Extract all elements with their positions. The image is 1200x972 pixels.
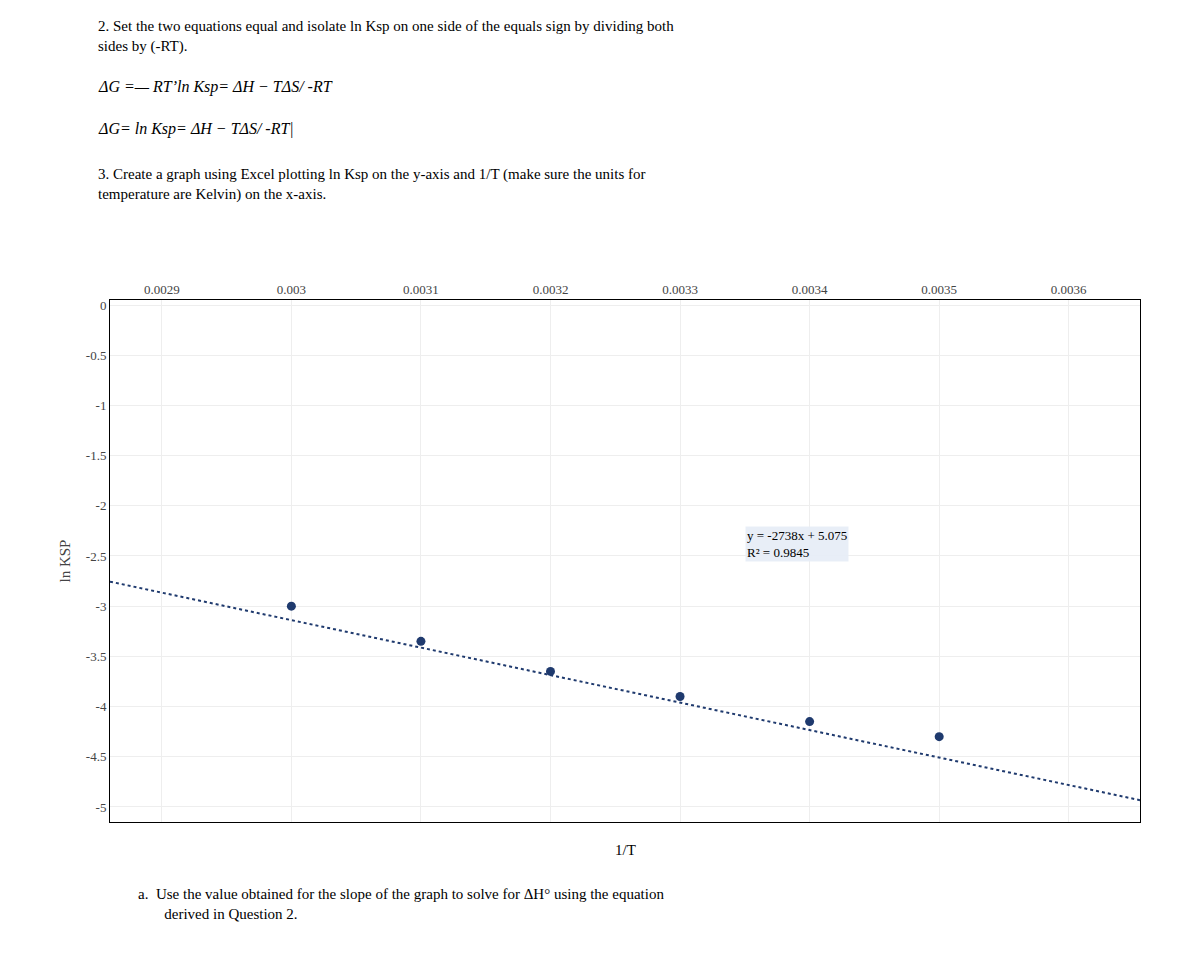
svg-text:-4.5: -4.5 [86, 749, 107, 764]
svg-text:-1: -1 [96, 398, 107, 413]
svg-text:0.003: 0.003 [277, 282, 306, 297]
svg-text:a. Use the value obtained for: a. Use the value obtained for the slope … [138, 886, 664, 922]
svg-text:-2.5: -2.5 [86, 549, 107, 564]
svg-text:0.0032: 0.0032 [533, 282, 569, 297]
svg-text:-5: -5 [96, 799, 107, 814]
svg-text:0.0029: 0.0029 [144, 282, 180, 297]
svg-text:0: 0 [100, 298, 107, 313]
svg-text:0.0035: 0.0035 [921, 282, 957, 297]
svg-text:0.0034: 0.0034 [792, 282, 828, 297]
svg-text:2. Set the two equations equal: 2. Set the two equations equal and isola… [98, 18, 674, 55]
svg-text:3. Create a graph using Excel: 3. Create a graph using Excel plotting l… [98, 166, 646, 203]
svg-text:ΔG =— RT’ln Ksp= ΔH − TΔS/ -RT: ΔG =— RT’ln Ksp= ΔH − TΔS/ -RT [98, 78, 333, 96]
svg-text:0.0036: 0.0036 [1051, 282, 1087, 297]
svg-text:-1.5: -1.5 [86, 448, 107, 463]
svg-text:0.0031: 0.0031 [403, 282, 439, 297]
svg-text:-0.5: -0.5 [86, 348, 107, 363]
svg-text:-2: -2 [96, 498, 107, 513]
svg-text:0.0033: 0.0033 [662, 282, 698, 297]
svg-text:y = -2738x + 5.075R² = 0.9845: y = -2738x + 5.075R² = 0.9845 [747, 528, 847, 560]
svg-text:1/T: 1/T [615, 842, 636, 858]
svg-text:-3: -3 [96, 599, 107, 614]
svg-text:-4: -4 [96, 699, 107, 714]
svg-text:-3.5: -3.5 [86, 649, 107, 664]
svg-text:ln KSP: ln KSP [57, 540, 73, 583]
svg-text:ΔG= ln Ksp= ΔH − TΔS/ -RT|: ΔG= ln Ksp= ΔH − TΔS/ -RT| [98, 120, 294, 138]
